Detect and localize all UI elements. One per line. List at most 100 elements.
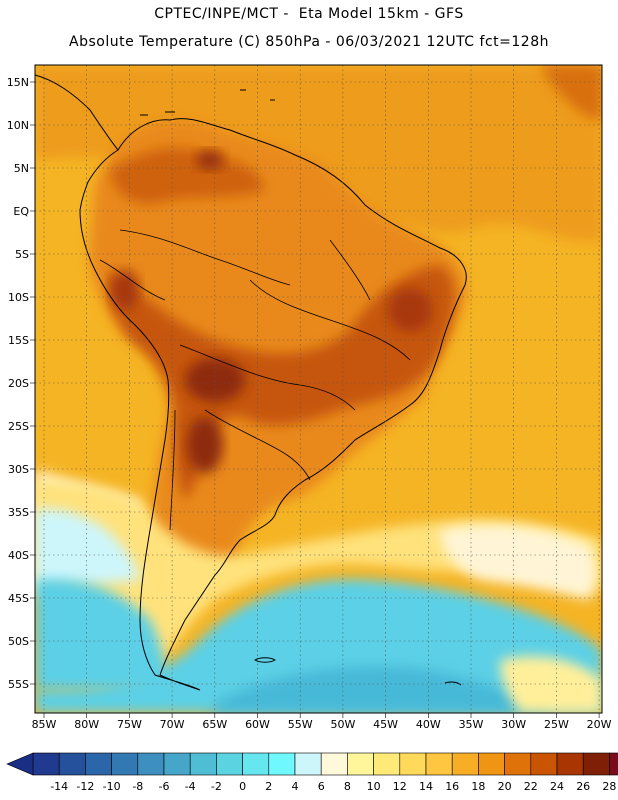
lat-label: 10S <box>8 291 29 304</box>
colorbar-label: 6 <box>318 780 325 793</box>
lat-label: 45S <box>8 592 29 605</box>
colorbar-label: -2 <box>211 780 222 793</box>
colorbar-cell <box>347 752 374 776</box>
chart-title-line1: CPTEC/INPE/MCT - Eta Model 15km - GFS <box>154 6 464 22</box>
lon-label: 20W <box>587 718 612 731</box>
colorbar-label: -6 <box>159 780 170 793</box>
lon-label: 30W <box>501 718 526 731</box>
lon-label: 40W <box>416 718 441 731</box>
colorbar-cell <box>530 752 558 776</box>
colorbar-label: 0 <box>239 780 246 793</box>
field-cyan-south <box>35 579 170 690</box>
map-frame <box>34 64 603 714</box>
colorbar-cell <box>373 752 401 776</box>
colorbar-label: 4 <box>292 780 299 793</box>
field-core-3 <box>388 288 432 332</box>
lat-label: 5S <box>15 248 29 261</box>
colorbar-cell <box>163 752 191 776</box>
colorbar-cell <box>58 752 86 776</box>
colorbar-cell <box>268 752 296 776</box>
colorbar-label: 18 <box>471 780 485 793</box>
lon-label: 55W <box>288 718 313 731</box>
colorbar-label: 12 <box>393 780 407 793</box>
lon-label: 45W <box>373 718 398 731</box>
lat-label: 15N <box>7 76 29 89</box>
caribbean-islands <box>140 89 275 116</box>
lon-label: 75W <box>117 718 142 731</box>
field-cold-core <box>210 666 560 713</box>
colorbar-cell <box>294 752 322 776</box>
lat-label: 50S <box>8 635 29 648</box>
colorbar-label: 20 <box>498 780 512 793</box>
colorbar-cell <box>582 752 610 776</box>
colorbar-cell <box>137 752 165 776</box>
south-georgia <box>444 681 462 686</box>
colorbar-cell <box>425 752 453 776</box>
colorbar: -14 -12 -10 -8 -6 -4 -2 0 2 4 6 8 10 12 14 16 18 20 22 24 26… <box>6 752 618 793</box>
colorbar-cell <box>609 752 618 776</box>
colorbar-label: 10 <box>367 780 381 793</box>
central-america-coastline <box>34 74 119 151</box>
lat-label: 15S <box>8 334 29 347</box>
lon-label: 60W <box>245 718 270 731</box>
colorbar-label: 28 <box>602 780 616 793</box>
colorbar-cell <box>189 752 217 776</box>
lon-label: 25W <box>544 718 569 731</box>
falklands <box>254 657 276 663</box>
colorbar-label: 22 <box>524 780 538 793</box>
colorbar-label: -12 <box>76 780 94 793</box>
colorbar-label: 16 <box>445 780 459 793</box>
colorbar-cell <box>320 752 348 776</box>
colorbar-cell <box>556 752 584 776</box>
lat-label: 25S <box>8 420 29 433</box>
field-cool-band <box>35 508 140 590</box>
colorbar-left-arrow <box>6 752 34 776</box>
colorbar-cell <box>451 752 479 776</box>
colorbar-cell <box>32 752 60 776</box>
colorbar-label: -8 <box>132 780 143 793</box>
borders-layer <box>99 229 411 531</box>
colorbar-label: -10 <box>103 780 121 793</box>
latitude-axis: 15N 10N 5N EQ 5S 10S 15S 20S 25S 30S 35S 40S 45S 50S 5… <box>7 76 30 691</box>
colorbar-label: 8 <box>344 780 351 793</box>
field-core-2 <box>187 417 223 473</box>
field-south-yellow-patch <box>500 656 602 713</box>
lat-label: EQ <box>13 205 29 218</box>
lat-label: 20S <box>8 377 29 390</box>
field-northeast-hot <box>540 65 602 120</box>
colorbar-cell <box>111 752 139 776</box>
colorbar-label: -14 <box>50 780 68 793</box>
lat-label: 55S <box>8 678 29 691</box>
colorbar-cell <box>504 752 532 776</box>
lon-label: 65W <box>202 718 227 731</box>
colorbar-label: 26 <box>576 780 590 793</box>
field-core-5 <box>196 150 224 170</box>
colorbar-label: 24 <box>550 780 564 793</box>
lat-label: 10N <box>7 119 29 132</box>
colorbar-label: -4 <box>185 780 196 793</box>
colorbar-label: 14 <box>419 780 433 793</box>
colorbar-cell <box>478 752 505 776</box>
field-north-orange <box>35 65 602 242</box>
graticule <box>30 65 602 718</box>
lon-label: 80W <box>74 718 99 731</box>
lon-label: 50W <box>330 718 355 731</box>
field-north-hot <box>110 147 265 204</box>
field-core-4 <box>111 270 139 310</box>
lon-label: 35W <box>459 718 484 731</box>
chart-title-line2: Absolute Temperature (C) 850hPa - 06/03/… <box>69 34 549 50</box>
south-america-coastline <box>79 118 467 691</box>
longitude-axis: 85W 80W 75W 70W 65W 60W 55W 50W 45W 40W 35W 30W 25W 2… <box>32 718 612 731</box>
field-south-pale-2 <box>440 525 596 600</box>
colorbar-cell <box>242 752 270 776</box>
lat-label: 40S <box>8 549 29 562</box>
lat-label: 5N <box>14 162 29 175</box>
lon-label: 70W <box>160 718 185 731</box>
colorbar-cell <box>399 752 427 776</box>
lat-label: 30S <box>8 463 29 476</box>
coastline-layer <box>34 74 467 691</box>
colorbar-cell <box>85 752 112 776</box>
lat-label: 35S <box>8 506 29 519</box>
colorbar-label: 2 <box>265 780 272 793</box>
colorbar-cell <box>216 752 243 776</box>
